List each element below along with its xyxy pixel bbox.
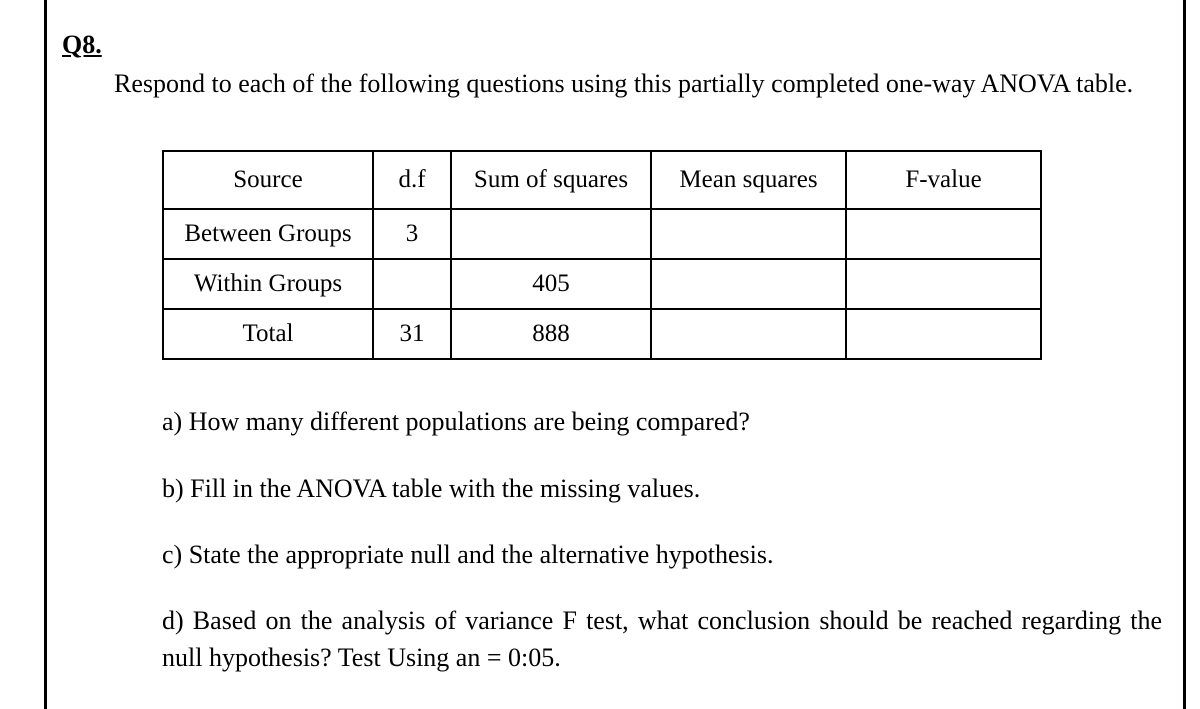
cell-df	[373, 259, 451, 309]
cell-ss	[451, 209, 651, 259]
subquestions: a) How many different populations are be…	[162, 404, 1162, 676]
cell-ms	[651, 259, 846, 309]
question-header: Q8.	[62, 30, 1172, 60]
table-row: Between Groups 3	[163, 209, 1041, 259]
cell-ms	[651, 309, 846, 359]
question-label: Q8.	[62, 30, 102, 60]
anova-table: Source d.f Sum of squares Mean squares F…	[162, 150, 1042, 360]
subquestion-a: a) How many different populations are be…	[162, 404, 1162, 440]
table-header-row: Source d.f Sum of squares Mean squares F…	[163, 151, 1041, 209]
cell-f	[846, 259, 1041, 309]
table-row: Total 31 888	[163, 309, 1041, 359]
header-source: Source	[163, 151, 373, 209]
cell-f	[846, 309, 1041, 359]
cell-df: 31	[373, 309, 451, 359]
cell-f	[846, 209, 1041, 259]
header-ss: Sum of squares	[451, 151, 651, 209]
header-df: d.f	[373, 151, 451, 209]
subquestion-d: d) Based on the analysis of variance F t…	[162, 603, 1162, 676]
table-row: Within Groups 405	[163, 259, 1041, 309]
header-ms: Mean squares	[651, 151, 846, 209]
page: Q8. Respond to each of the following que…	[0, 0, 1200, 709]
cell-source: Total	[163, 309, 373, 359]
cell-df: 3	[373, 209, 451, 259]
intro-paragraph: Respond to each of the following questio…	[62, 64, 1172, 104]
indent-spacer	[62, 64, 114, 104]
content-area: Q8. Respond to each of the following que…	[62, 30, 1172, 706]
cell-source: Between Groups	[163, 209, 373, 259]
cell-ss: 888	[451, 309, 651, 359]
cell-ms	[651, 209, 846, 259]
header-f: F-value	[846, 151, 1041, 209]
subquestion-c: c) State the appropriate null and the al…	[162, 537, 1162, 573]
anova-table-wrapper: Source d.f Sum of squares Mean squares F…	[162, 150, 1042, 360]
subquestion-b: b) Fill in the ANOVA table with the miss…	[162, 471, 1162, 507]
intro-text: Respond to each of the following questio…	[114, 69, 1133, 98]
cell-source: Within Groups	[163, 259, 373, 309]
cell-ss: 405	[451, 259, 651, 309]
